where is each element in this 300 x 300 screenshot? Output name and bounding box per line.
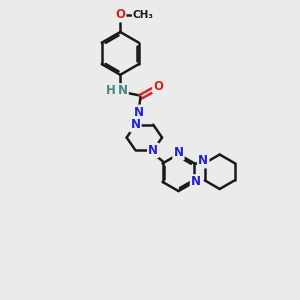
- Text: N: N: [134, 106, 144, 119]
- Text: O: O: [153, 80, 163, 93]
- Text: N: N: [148, 144, 158, 157]
- Text: N: N: [191, 176, 201, 188]
- Text: O: O: [115, 8, 125, 21]
- Text: N: N: [173, 146, 184, 159]
- Text: N: N: [130, 118, 140, 131]
- Text: N: N: [118, 84, 128, 98]
- Text: CH₃: CH₃: [133, 10, 154, 20]
- Text: N: N: [198, 154, 208, 167]
- Text: H: H: [106, 84, 116, 98]
